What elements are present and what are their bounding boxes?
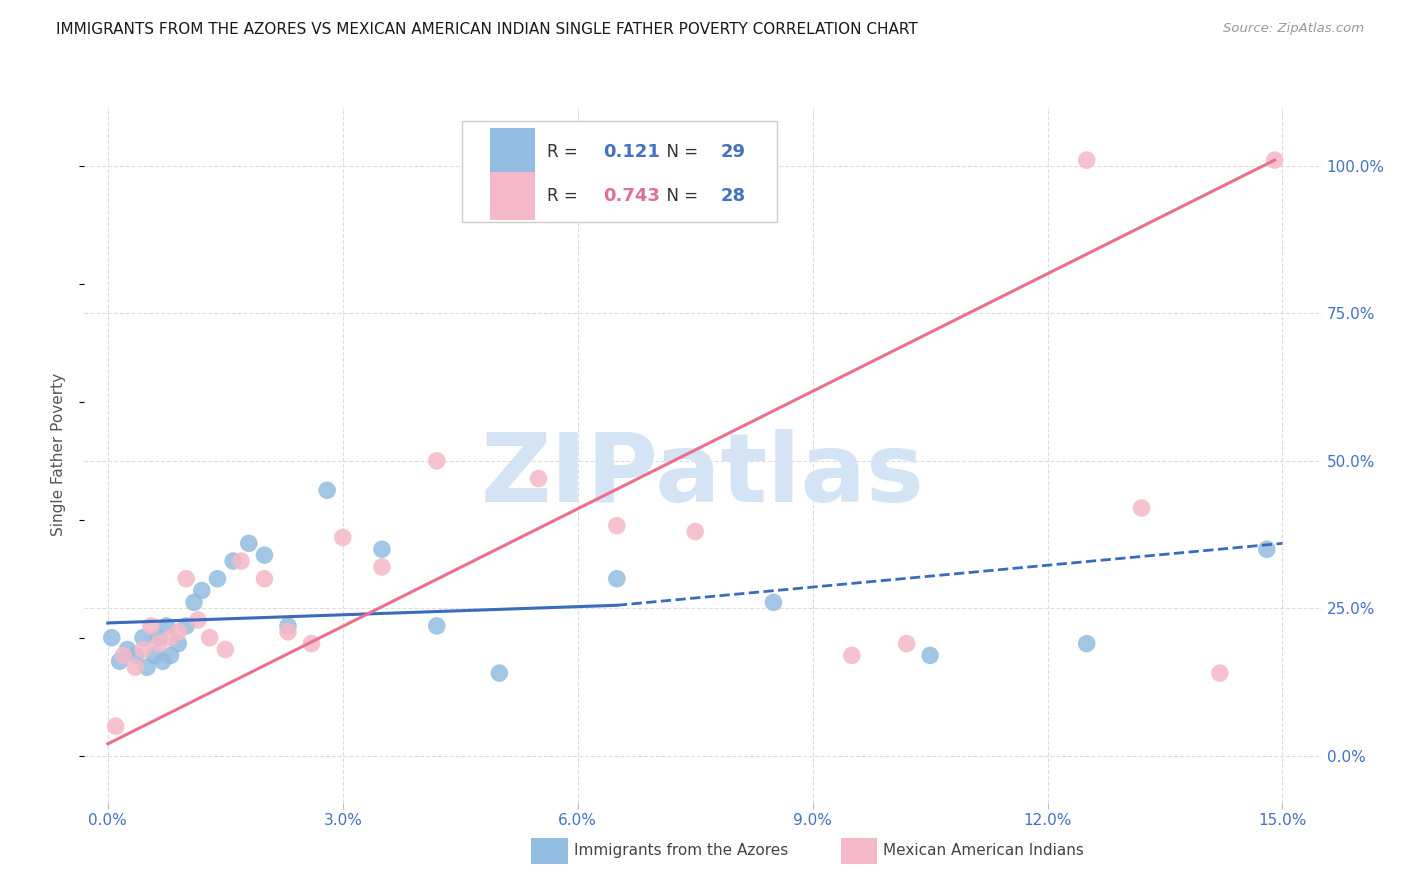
Point (1209, 666, 1232, 681)
Text: 0.743: 0.743 (603, 186, 659, 205)
FancyBboxPatch shape (491, 172, 534, 219)
Point (1076, 637, 1098, 651)
Point (841, 648, 863, 663)
Text: N =: N = (657, 186, 703, 205)
Text: R =: R = (547, 186, 583, 205)
Point (920, 648, 942, 663)
Point (152, 654, 174, 668)
Point (1264, 153, 1286, 167)
Point (117, 642, 139, 657)
Point (148, 637, 170, 651)
Text: R =: R = (547, 144, 583, 161)
Point (191, 583, 214, 598)
Point (174, 572, 197, 586)
Text: ZIPatlas: ZIPatlas (481, 429, 925, 523)
Point (136, 660, 159, 674)
Point (132, 642, 155, 657)
Point (426, 454, 449, 468)
Point (132, 631, 155, 645)
Point (1256, 542, 1278, 557)
Point (155, 619, 177, 633)
Point (222, 554, 245, 568)
Point (139, 619, 162, 633)
Text: IMMIGRANTS FROM THE AZORES VS MEXICAN AMERICAN INDIAN SINGLE FATHER POVERTY CORR: IMMIGRANTS FROM THE AZORES VS MEXICAN AM… (56, 22, 918, 37)
Point (214, 642, 236, 657)
Point (896, 637, 918, 651)
Point (187, 613, 209, 627)
Point (124, 648, 146, 663)
Point (332, 531, 354, 545)
Point (148, 631, 170, 645)
Point (301, 637, 323, 651)
FancyBboxPatch shape (491, 128, 534, 177)
Point (143, 648, 166, 663)
Point (159, 648, 181, 663)
Point (277, 619, 299, 633)
Point (100, 631, 122, 645)
Point (253, 572, 276, 586)
Point (527, 471, 550, 485)
Text: Immigrants from the Azores: Immigrants from the Azores (574, 844, 787, 858)
Text: N =: N = (657, 144, 703, 161)
Point (316, 483, 339, 498)
Point (167, 637, 190, 651)
Point (159, 631, 181, 645)
Point (488, 666, 510, 681)
Text: Mexican American Indians: Mexican American Indians (883, 844, 1084, 858)
Point (112, 648, 135, 663)
Point (1130, 500, 1153, 515)
Point (683, 524, 706, 539)
Point (238, 536, 260, 550)
Point (198, 631, 221, 645)
Y-axis label: Single Father Poverty: Single Father Poverty (51, 374, 66, 536)
Point (371, 560, 394, 574)
Point (207, 572, 229, 586)
Text: 28: 28 (720, 186, 745, 205)
Point (183, 595, 205, 609)
Text: 29: 29 (720, 144, 745, 161)
Text: Source: ZipAtlas.com: Source: ZipAtlas.com (1223, 22, 1364, 36)
Text: 0.121: 0.121 (603, 144, 659, 161)
Point (174, 619, 197, 633)
Point (426, 619, 449, 633)
Point (108, 654, 131, 668)
Point (606, 518, 628, 533)
Point (606, 572, 628, 586)
Point (124, 660, 146, 674)
Point (253, 548, 276, 562)
Point (371, 542, 394, 557)
Point (104, 719, 127, 733)
Point (167, 624, 190, 639)
Point (229, 554, 252, 568)
Point (762, 595, 785, 609)
Point (277, 624, 299, 639)
FancyBboxPatch shape (461, 121, 778, 222)
Point (1076, 153, 1098, 167)
